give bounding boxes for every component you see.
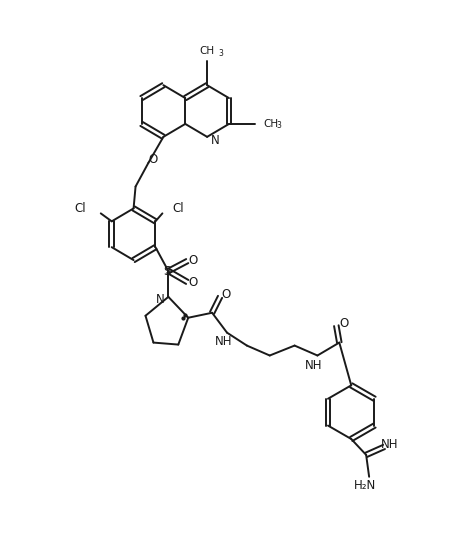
- Text: NH: NH: [381, 438, 399, 452]
- Text: O: O: [149, 153, 158, 166]
- Text: H₂N: H₂N: [354, 479, 376, 492]
- Text: N: N: [211, 134, 220, 147]
- Text: 3: 3: [218, 49, 223, 58]
- Text: N: N: [156, 293, 165, 306]
- Text: CH: CH: [264, 119, 279, 129]
- Text: O: O: [222, 288, 231, 301]
- Text: NH: NH: [305, 359, 322, 372]
- Text: O: O: [340, 317, 349, 330]
- Text: NH: NH: [215, 335, 233, 348]
- Text: Cl: Cl: [74, 202, 86, 215]
- Text: O: O: [188, 277, 198, 289]
- Text: Cl: Cl: [173, 202, 184, 215]
- Text: 3: 3: [276, 122, 281, 130]
- Text: CH: CH: [200, 46, 215, 57]
- Text: S: S: [164, 265, 171, 278]
- Text: O: O: [188, 254, 198, 267]
